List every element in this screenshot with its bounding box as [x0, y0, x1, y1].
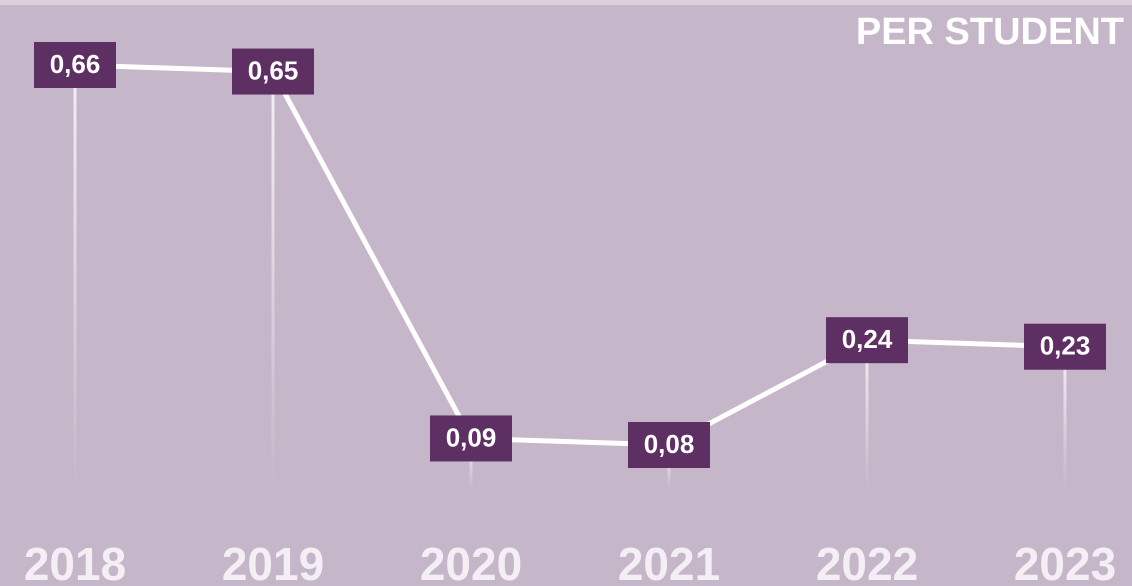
- data-label: 0,09: [446, 422, 497, 452]
- x-tick-label: 2021: [618, 538, 720, 586]
- data-label-box: [430, 415, 512, 462]
- data-label-box: [232, 48, 314, 95]
- drop-line: [865, 340, 869, 490]
- x-tick-label: 2020: [420, 538, 522, 586]
- x-tick-label: 2018: [24, 538, 126, 586]
- drop-line: [73, 65, 77, 490]
- data-label: 0,24: [842, 324, 893, 354]
- top-strip: [0, 0, 1132, 5]
- drop-line: [271, 71, 275, 490]
- data-label: 0,08: [644, 429, 695, 459]
- data-label-box: [628, 422, 710, 468]
- drop-line: [1063, 346, 1067, 490]
- data-label-box: [826, 317, 908, 364]
- data-label-box: [34, 42, 116, 88]
- x-tick-label: 2019: [222, 538, 324, 586]
- data-label: 0,65: [248, 55, 299, 85]
- x-tick-label: 2022: [816, 538, 918, 586]
- data-label: 0,23: [1040, 331, 1091, 361]
- data-label-box: [1024, 323, 1106, 370]
- drop-line: [469, 438, 473, 490]
- chart-title: PER STUDENT: [856, 11, 1124, 53]
- data-label: 0,66: [50, 49, 101, 79]
- x-tick-label: 2023: [1014, 538, 1116, 586]
